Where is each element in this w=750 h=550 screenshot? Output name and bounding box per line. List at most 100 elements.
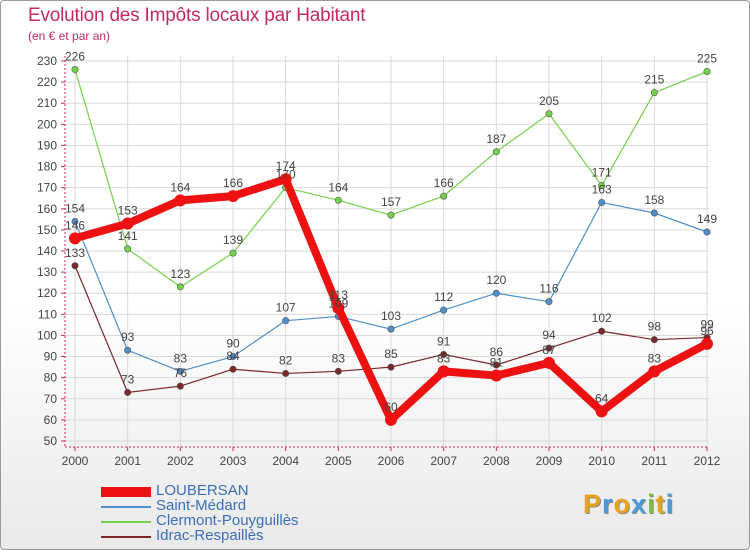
legend-swatch [101,487,151,497]
data-point [703,228,711,236]
data-point [387,211,395,219]
legend-label: Saint-Médard [156,497,247,514]
data-label: 60 [384,400,398,414]
logo-letter: P [583,489,603,519]
data-label: 166 [223,176,243,190]
legend-swatch [101,506,151,508]
data-label: 73 [121,372,135,386]
logo-letter: r [602,489,614,519]
data-label: 226 [65,49,85,63]
y-tick-label: 70 [44,392,58,406]
x-tick-label: 2003 [220,454,247,468]
data-label: 85 [384,347,398,361]
y-tick-label: 200 [37,117,57,131]
data-label: 171 [592,166,612,180]
data-point [492,289,500,297]
data-label: 98 [648,320,662,334]
data-label: 187 [486,132,506,146]
y-tick-label: 110 [38,307,57,321]
data-point [71,65,79,73]
data-label: 87 [542,343,556,357]
y-tick-label: 230 [37,54,57,68]
data-point [598,182,606,190]
x-tick-label: 2007 [430,454,457,468]
x-tick-label: 2004 [272,454,299,468]
data-point [598,327,606,335]
data-point [387,363,395,371]
data-label: 170 [276,168,296,182]
data-point [69,232,81,245]
x-tick-label: 2001 [114,454,141,468]
data-label: 112 [434,290,453,304]
data-point [650,209,658,217]
data-point [703,68,711,76]
data-label: 163 [592,182,612,196]
data-point [701,337,713,350]
data-point [124,245,132,253]
data-label: 64 [595,391,609,405]
legend-label: Clermont-Pouyguillès [156,512,299,529]
data-label: 103 [381,309,401,323]
data-label: 116 [539,282,558,296]
data-label: 225 [697,52,717,66]
y-tick-label: 100 [37,328,57,342]
logo-letter: o [613,489,632,519]
data-label: 149 [697,212,717,226]
data-label: 90 [226,337,240,351]
data-label: 166 [434,176,454,190]
legend-swatch [101,521,151,523]
data-point [545,298,553,306]
logo-letter: x [631,489,648,519]
data-point [437,365,450,378]
data-point [334,196,342,204]
data-label: 96 [700,324,714,338]
data-label: 83 [437,351,451,365]
data-point [124,346,132,354]
x-tick-label: 2012 [694,454,721,468]
x-tick-label: 2011 [641,454,667,468]
x-tick-label: 2008 [483,454,510,468]
data-label: 93 [121,330,135,344]
data-label: 164 [170,180,190,194]
data-label: 99 [700,318,714,332]
data-label: 158 [644,193,664,207]
y-tick-label: 90 [44,350,58,364]
y-tick-label: 190 [37,138,57,152]
data-point [492,361,500,369]
data-point [332,302,345,314]
data-point [387,325,395,333]
data-label: 76 [174,366,188,380]
proxiti-logo[interactable]: Proxiti [583,489,674,520]
data-label: 83 [332,351,346,365]
data-point [121,217,134,230]
data-point [334,367,342,375]
y-tick-label: 130 [37,265,57,279]
x-tick-label: 2005 [325,454,352,468]
y-tick-label: 60 [44,413,58,427]
data-point [229,249,237,257]
data-point [492,148,500,156]
legend-swatch [101,536,151,538]
data-point [279,173,292,186]
data-label: 215 [644,73,664,87]
data-point [174,194,187,207]
data-point [385,413,397,426]
data-point [71,217,79,225]
data-label: 94 [542,328,556,342]
y-tick-label: 150 [37,223,57,237]
x-tick-label: 2002 [167,454,194,468]
data-label: 102 [592,311,612,325]
y-tick-label: 80 [44,371,58,385]
data-point [176,367,184,375]
data-point [176,283,184,291]
data-label: 164 [328,180,348,194]
data-label: 83 [174,351,188,365]
chart-title: Evolution des Impôts locaux par Habitant [28,5,366,26]
data-point [227,190,239,203]
legend-label: LOUBERSAN [156,482,249,499]
data-point [543,356,555,369]
y-tick-label: 180 [37,160,57,174]
x-tick-label: 2000 [62,454,89,468]
